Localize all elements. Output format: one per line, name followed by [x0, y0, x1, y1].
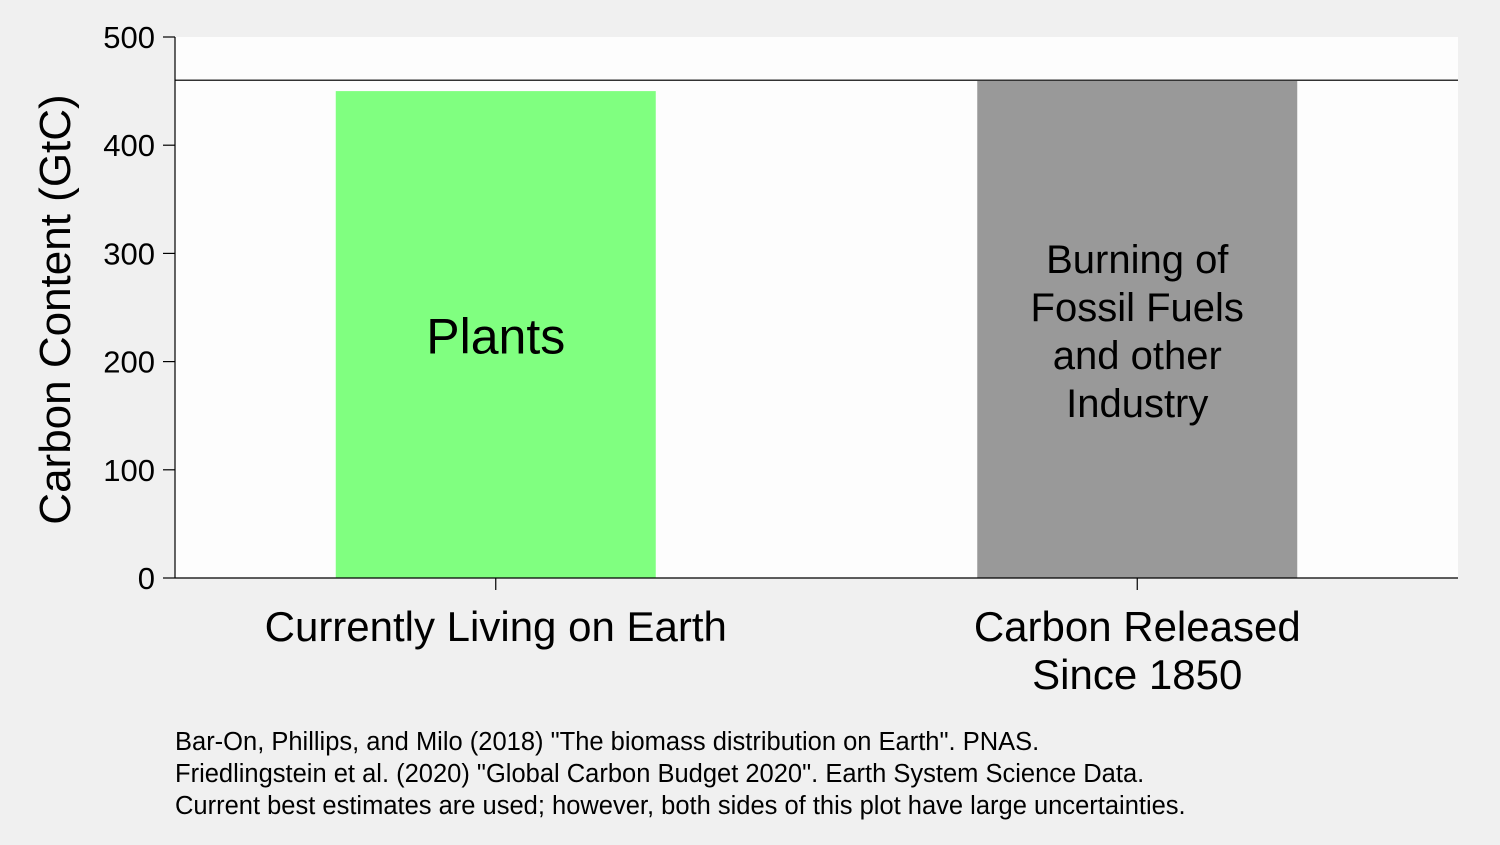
- footnote-line: Friedlingstein et al. (2020) "Global Car…: [175, 760, 1145, 788]
- y-tick-label: 400: [103, 128, 155, 163]
- footnote-line: Current best estimates are used; however…: [175, 792, 1186, 820]
- x-tick-label: Carbon Released: [974, 603, 1301, 650]
- y-axis-label: Carbon Content (GtC): [31, 94, 80, 524]
- bar-label: Plants: [426, 309, 565, 365]
- y-tick-label: 300: [103, 236, 155, 271]
- y-tick-label: 500: [103, 20, 155, 55]
- bar: [335, 91, 656, 578]
- bar-label: Industry: [1066, 382, 1208, 426]
- footnote-line: Bar-On, Phillips, and Milo (2018) "The b…: [175, 728, 1040, 756]
- source-notes: Bar-On, Phillips, and Milo (2018) "The b…: [175, 726, 1186, 822]
- x-tick-label: Currently Living on Earth: [265, 603, 727, 650]
- bar: [977, 80, 1298, 578]
- bar-label: and other: [1053, 334, 1222, 378]
- y-tick-label: 200: [103, 345, 155, 380]
- y-tick-label: 100: [103, 453, 155, 488]
- y-tick-label: 0: [138, 561, 155, 596]
- bar-label: Fossil Fuels: [1031, 286, 1244, 330]
- x-tick-label: Since 1850: [1032, 651, 1242, 698]
- bar-label: Burning of: [1046, 238, 1229, 282]
